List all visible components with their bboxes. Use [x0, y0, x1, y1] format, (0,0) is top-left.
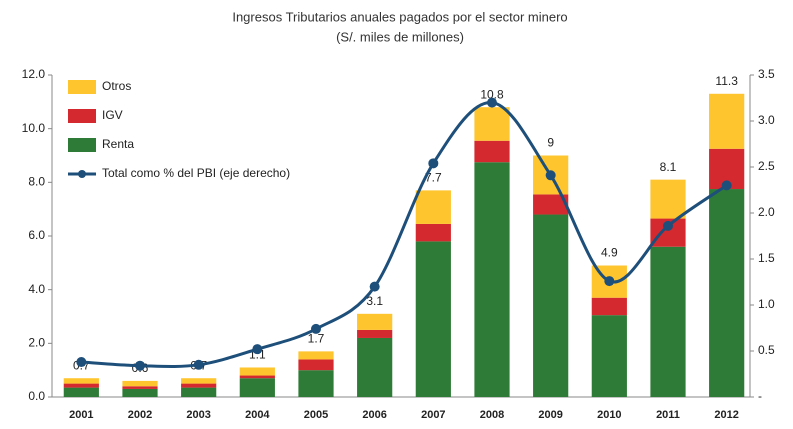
- line: [81, 101, 728, 368]
- bar-segment: [474, 107, 510, 141]
- bar-segment: [357, 313, 393, 330]
- y2-tick-label: 1.5: [758, 251, 775, 265]
- legend-label: IGV: [102, 108, 123, 122]
- line-marker: [193, 359, 204, 370]
- bar-segment: [181, 383, 217, 388]
- line-marker: [604, 276, 615, 287]
- x-tick-label: 2010: [597, 409, 621, 421]
- x-tick-label: 2001: [69, 409, 93, 421]
- line-marker: [311, 323, 321, 334]
- bar-segment: [474, 162, 510, 397]
- bar-segment: [63, 383, 99, 388]
- bar-segment: [122, 380, 158, 387]
- x-tick-label: 2012: [714, 409, 738, 421]
- y-tick-label: 6.0: [28, 228, 45, 242]
- bar-segment: [298, 370, 334, 397]
- legend-label: Otros: [102, 79, 131, 93]
- x-tick-label: 2006: [362, 409, 386, 421]
- x-tick-label: 2003: [186, 409, 210, 421]
- y2-tick-label: 2.0: [758, 205, 775, 219]
- legend-swatch: [68, 80, 96, 94]
- bar-segment: [415, 190, 451, 224]
- y2-tick-label: 1.0: [758, 297, 775, 311]
- legend-marker: [78, 170, 86, 178]
- total-label: 7.7: [425, 171, 442, 185]
- y2-tick-label: 0.5: [758, 343, 775, 357]
- bar-segment: [474, 140, 510, 163]
- x-tick-label: 2004: [245, 409, 270, 421]
- total-label: 9: [547, 136, 554, 150]
- y2-tick-label: 2.5: [758, 159, 775, 173]
- bar-segment: [709, 93, 745, 149]
- chart-subtitle: (S/. miles de millones): [336, 29, 464, 44]
- bar-segment: [650, 246, 686, 397]
- bar-segment: [533, 214, 569, 397]
- bar-segment: [122, 386, 158, 389]
- legend-swatch: [68, 138, 96, 152]
- bar-segment: [591, 297, 627, 316]
- bar-segment: [709, 189, 745, 397]
- line-marker: [545, 170, 556, 181]
- total-label: 4.9: [601, 246, 618, 260]
- x-tick-label: 2007: [421, 409, 445, 421]
- line-marker: [135, 360, 145, 371]
- bar-segment: [239, 375, 275, 379]
- y-tick-label: 2.0: [28, 336, 45, 350]
- bar-segment: [357, 329, 393, 338]
- total-label: 8.1: [660, 160, 677, 174]
- total-label: 10.8: [480, 87, 504, 101]
- y-tick-label: 0.0: [28, 389, 45, 403]
- x-tick-label: 2005: [304, 409, 328, 421]
- y2-tick-label: 3.5: [758, 67, 775, 81]
- y-tick-label: 8.0: [28, 175, 45, 189]
- bar-segment: [591, 315, 627, 397]
- x-tick-label: 2002: [128, 409, 152, 421]
- chart-title: Ingresos Tributarios anuales pagados por…: [232, 9, 567, 24]
- bar-segment: [239, 378, 275, 397]
- line-marker: [428, 158, 439, 169]
- line-marker: [663, 220, 673, 231]
- line-marker: [369, 281, 380, 292]
- total-label: 1.7: [308, 332, 325, 346]
- bar-segment: [415, 223, 451, 242]
- line-marker: [721, 180, 732, 191]
- bar-segment: [298, 351, 334, 360]
- total-label: 11.3: [715, 74, 738, 88]
- x-tick-label: 2011: [656, 409, 680, 421]
- bar-segment: [415, 241, 451, 397]
- bar-segment: [63, 387, 99, 397]
- x-tick-label: 2008: [480, 409, 504, 421]
- legend-label: Renta: [102, 137, 134, 151]
- line-marker: [252, 344, 263, 355]
- y-tick-label: 12.0: [22, 67, 46, 81]
- bar-segment: [533, 194, 569, 215]
- y2-tick-label: -: [758, 389, 762, 403]
- total-label: 3.1: [366, 294, 383, 308]
- bar-segment: [650, 179, 686, 219]
- line-marker: [487, 97, 497, 108]
- y2-tick-label: 3.0: [758, 113, 775, 127]
- line-marker: [76, 357, 87, 368]
- bar-segment: [239, 367, 275, 376]
- y-tick-label: 4.0: [28, 282, 45, 296]
- y-tick-label: 10.0: [22, 121, 46, 135]
- bar-segment: [181, 387, 217, 397]
- x-tick-label: 2009: [538, 409, 562, 421]
- bar-segment: [63, 378, 99, 384]
- bar-segment: [357, 337, 393, 397]
- bar-segment: [181, 378, 217, 384]
- bar-segment: [298, 359, 334, 371]
- bar-segment: [122, 388, 158, 397]
- legend-swatch: [68, 109, 96, 123]
- legend-label: Total como % del PBI (eje derecho): [102, 166, 290, 180]
